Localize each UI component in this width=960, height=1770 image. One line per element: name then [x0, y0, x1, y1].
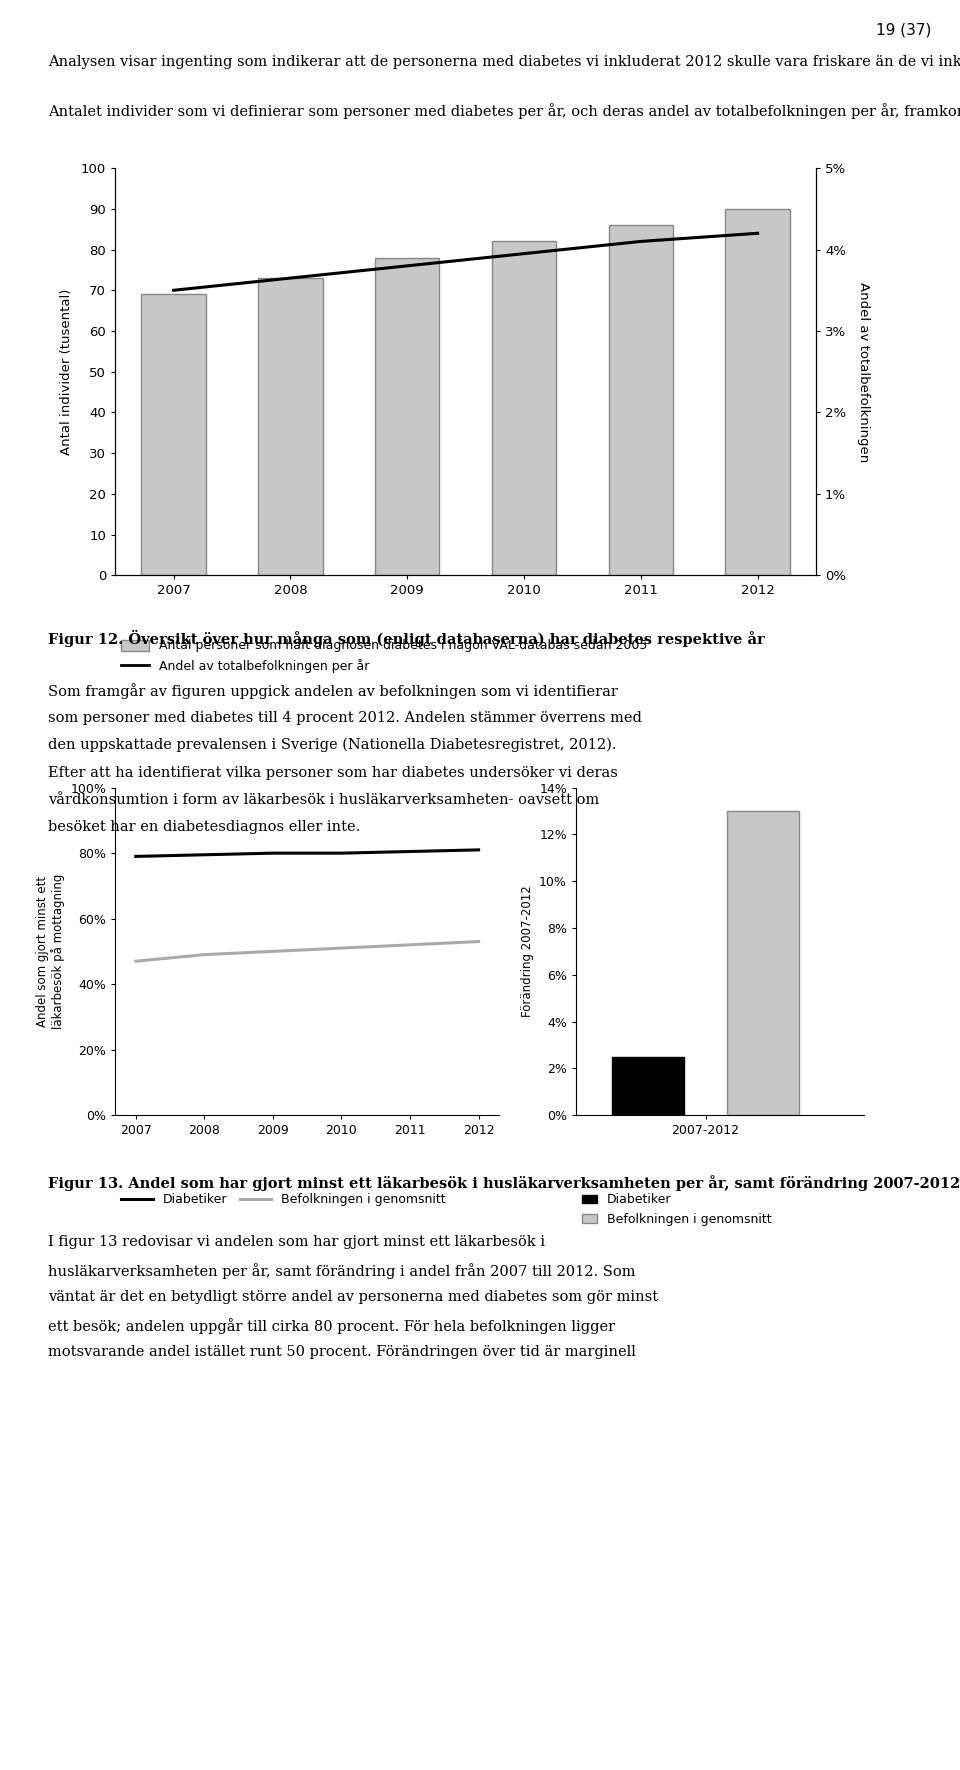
Text: Efter att ha identifierat vilka personer som har diabetes undersöker vi deras: Efter att ha identifierat vilka personer…	[48, 765, 618, 779]
Text: ett besök; andelen uppgår till cirka 80 procent. För hela befolkningen ligger: ett besök; andelen uppgår till cirka 80 …	[48, 1317, 615, 1333]
Text: vårdkonsumtion i form av läkarbesök i husläkarverksamheten- oavsett om: vårdkonsumtion i form av läkarbesök i hu…	[48, 793, 599, 807]
Text: Antalet individer som vi definierar som personer med diabetes per år, och deras : Antalet individer som vi definierar som …	[48, 103, 960, 119]
Text: Figur 12. Översikt över hur många som (enligt databaserna) har diabetes respekti: Figur 12. Översikt över hur många som (e…	[48, 630, 765, 648]
Y-axis label: Förändring 2007-2012: Förändring 2007-2012	[520, 885, 534, 1018]
Text: besöket har en diabetesdiagnos eller inte.: besöket har en diabetesdiagnos eller int…	[48, 820, 360, 834]
Bar	[141, 294, 205, 575]
Text: I figur 13 redovisar vi andelen som har gjort minst ett läkarbesök i: I figur 13 redovisar vi andelen som har …	[48, 1235, 545, 1250]
Bar	[728, 811, 799, 1115]
Bar	[726, 209, 790, 575]
Legend: Diabetiker, Befolkningen i genomsnitt: Diabetiker, Befolkningen i genomsnitt	[583, 1193, 772, 1225]
Legend: Diabetiker, Befolkningen i genomsnitt: Diabetiker, Befolkningen i genomsnitt	[122, 1193, 445, 1207]
Bar	[492, 241, 556, 575]
Text: som personer med diabetes till 4 procent 2012. Andelen stämmer överrens med: som personer med diabetes till 4 procent…	[48, 710, 642, 724]
Text: väntat är det en betydligt större andel av personerna med diabetes som gör minst: väntat är det en betydligt större andel …	[48, 1290, 659, 1304]
Y-axis label: Antal individer (tusental): Antal individer (tusental)	[60, 289, 73, 455]
Text: Analysen visar ingenting som indikerar att de personerna med diabetes vi inklude: Analysen visar ingenting som indikerar a…	[48, 55, 960, 69]
Bar	[612, 1057, 684, 1115]
Text: motsvarande andel istället runt 50 procent. Förändringen över tid är marginell: motsvarande andel istället runt 50 proce…	[48, 1345, 636, 1359]
Text: Som framgår av figuren uppgick andelen av befolkningen som vi identifierar: Som framgår av figuren uppgick andelen a…	[48, 683, 618, 699]
Text: Figur 13. Andel som har gjort minst ett läkarbesök i husläkarverksamheten per år: Figur 13. Andel som har gjort minst ett …	[48, 1175, 960, 1191]
Bar	[609, 225, 673, 575]
Text: 19 (37): 19 (37)	[876, 21, 931, 37]
Bar	[375, 258, 440, 575]
Y-axis label: Andel av totalbefolkningen: Andel av totalbefolkningen	[857, 281, 871, 462]
Y-axis label: Andel som gjort minst ett
läkarbesök på mottagning: Andel som gjort minst ett läkarbesök på …	[36, 874, 64, 1028]
Legend: Antal personer som haft diagnosen diabetes i någon VAL-databas sedan 2005, Andel: Antal personer som haft diagnosen diabet…	[122, 639, 647, 673]
Bar	[258, 278, 323, 575]
Text: husläkarverksamheten per år, samt förändring i andel från 2007 till 2012. Som: husläkarverksamheten per år, samt föränd…	[48, 1264, 636, 1278]
Text: den uppskattade prevalensen i Sverige (Nationella Diabetesregistret, 2012).: den uppskattade prevalensen i Sverige (N…	[48, 738, 616, 752]
